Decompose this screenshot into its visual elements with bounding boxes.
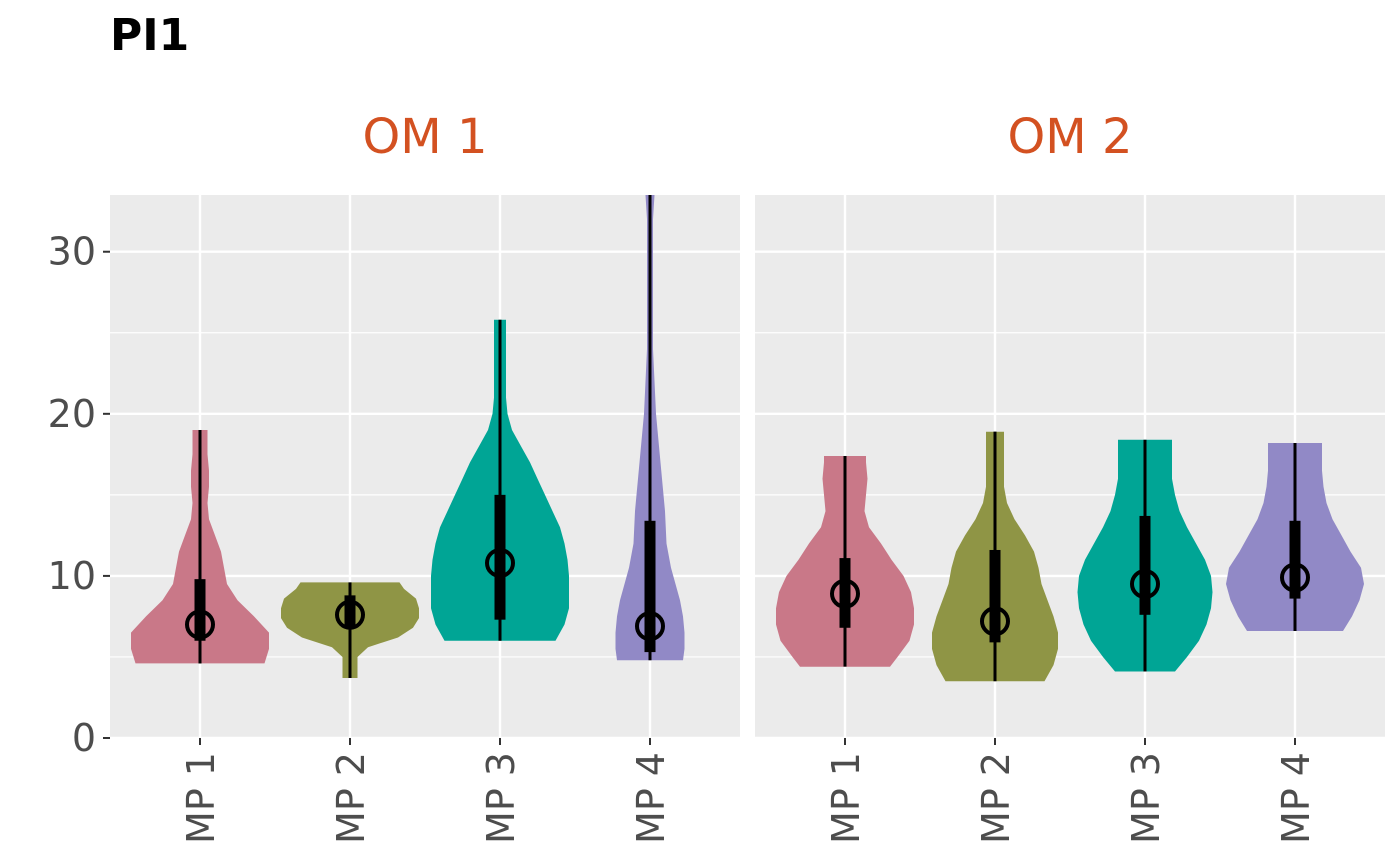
- median-point: [335, 599, 365, 630]
- x-tick-label: MP 1: [179, 752, 223, 844]
- iqr-box: [839, 558, 851, 628]
- x-tick-label: MP 3: [479, 752, 523, 844]
- median-point: [1280, 562, 1310, 593]
- panel-1: OM 1 MP 1 MP 2 MP 3 MP 4: [110, 109, 740, 844]
- median-point: [830, 578, 860, 609]
- iqr-box: [494, 494, 506, 620]
- y-tick-label: 20: [48, 392, 96, 436]
- x-tick-label: MP 4: [1274, 752, 1318, 844]
- facet-strip-label: OM 2: [1008, 109, 1133, 165]
- median-point: [485, 547, 515, 578]
- panels: OM 1 MP 1 MP 2 MP 3 MP 4 OM 2 MP 1 MP 2 MP 3 MP 4: [110, 109, 1385, 844]
- iqr-box: [1289, 520, 1301, 599]
- y-tick-label: 30: [48, 230, 96, 274]
- y-tick-label: 10: [48, 554, 96, 598]
- chart-title: PI1: [110, 10, 189, 61]
- panel-marks: [776, 431, 1364, 682]
- iqr-box: [989, 549, 1001, 643]
- median-point: [185, 609, 215, 640]
- x-tick-label: MP 1: [824, 752, 868, 844]
- iqr-box: [344, 595, 356, 628]
- x-tick-label: MP 3: [1124, 752, 1168, 844]
- panel-2: OM 2 MP 1 MP 2 MP 3 MP 4: [755, 109, 1385, 844]
- x-tick-label: MP 2: [329, 752, 373, 844]
- median-point: [635, 611, 665, 642]
- median-point: [980, 606, 1010, 637]
- median-point: [1130, 569, 1160, 600]
- y-axis: 0 10 20 30: [48, 230, 110, 760]
- facet-strip-label: OM 1: [363, 109, 488, 165]
- x-tick-label: MP 4: [629, 752, 673, 844]
- iqr-box: [1139, 515, 1151, 615]
- x-tick-label: MP 2: [974, 752, 1018, 844]
- iqr-box: [644, 520, 656, 653]
- panel-marks: [131, 195, 685, 679]
- y-tick-label: 0: [72, 716, 96, 760]
